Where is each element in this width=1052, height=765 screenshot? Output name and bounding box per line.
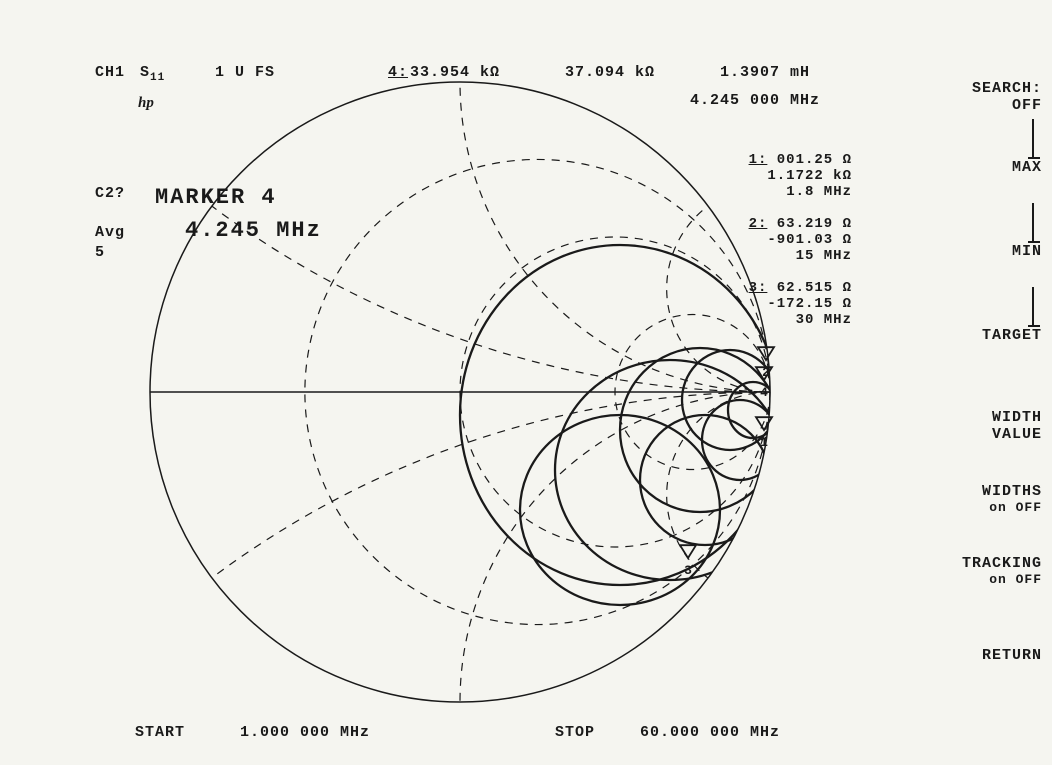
softkey-tracking[interactable]: TRACKING on OFF (922, 555, 1042, 587)
start-value: 1.000 000 MHz (240, 724, 370, 741)
active-marker-num: 4: (388, 64, 408, 81)
softkey-return[interactable]: RETURN (922, 647, 1042, 664)
softkey-target[interactable]: TARGET (922, 327, 1042, 344)
active-marker-v3: 1.3907 mH (720, 64, 810, 81)
channel-label: CH1 (95, 64, 125, 81)
svg-text:3: 3 (684, 563, 692, 578)
scale-label: 1 U FS (215, 64, 275, 81)
stop-value: 60.000 000 MHz (640, 724, 780, 741)
softkey-min[interactable]: MIN (922, 243, 1042, 260)
stop-label: STOP (555, 724, 595, 741)
active-marker-v1: 33.954 kΩ (410, 64, 500, 81)
start-label: START (135, 724, 185, 741)
softkey-width[interactable]: WIDTH VALUE (922, 409, 1042, 443)
svg-text:4: 4 (760, 385, 768, 400)
softkey-widths[interactable]: WIDTHS on OFF (922, 483, 1042, 515)
svg-text:1: 1 (760, 435, 768, 450)
softkey-search[interactable]: SEARCH: OFF (922, 80, 1042, 114)
softkey-menu: SEARCH: OFF MAX MIN TARGET WIDTH VALUE W… (922, 80, 1042, 669)
active-marker-v2: 37.094 kΩ (565, 64, 655, 81)
softkey-max[interactable]: MAX (922, 159, 1042, 176)
smith-chart: 1234 (60, 80, 860, 720)
